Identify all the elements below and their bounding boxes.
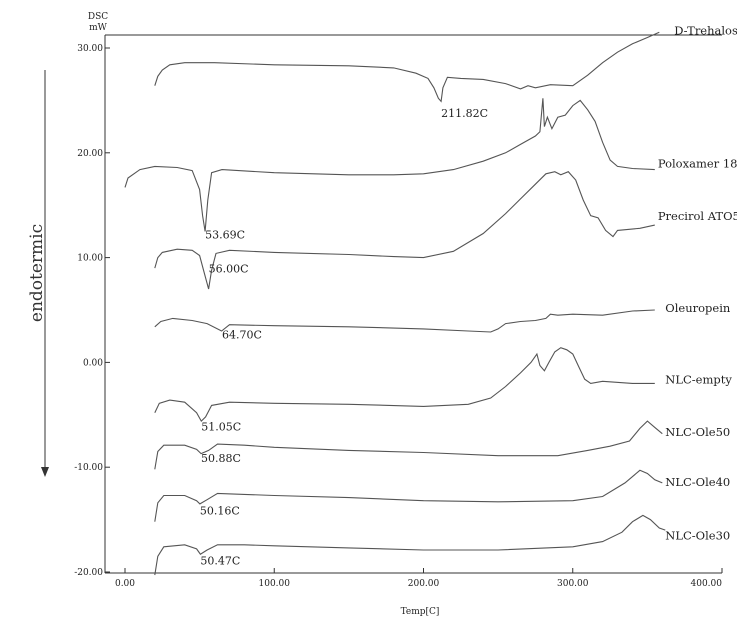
side-annotation: endotermic bbox=[27, 70, 49, 477]
series-line-nlc-ole50 bbox=[154, 420, 663, 470]
series-label-precirol-ato5: Precirol ATO5 bbox=[658, 209, 737, 223]
series-line-nlc-empty bbox=[154, 347, 655, 422]
axes bbox=[104, 34, 722, 574]
series-nlc-ole40: NLC-Ole40 50.16C bbox=[154, 469, 730, 522]
x-tick-label: 100.00 bbox=[259, 579, 291, 589]
y-tick-label: -10.00 bbox=[74, 463, 103, 473]
peak-label-oleuropein: 64.70C bbox=[222, 328, 262, 341]
series-nlc-ole50: NLC-Ole50 50.88C bbox=[154, 420, 730, 470]
peak-label-poloxamer-188: 53.69C bbox=[205, 229, 245, 242]
series-label-nlc-ole40: NLC-Ole40 bbox=[665, 475, 730, 489]
series-line-precirol-ato5 bbox=[154, 171, 655, 290]
y-tick-label: 10.00 bbox=[77, 254, 103, 264]
axis-ticks: 30.00 20.00 10.00 0.00 -10.00 -20.00 0.00 100.0… bbox=[74, 44, 723, 589]
y-tick-label: 30.00 bbox=[77, 44, 103, 54]
y-axis-title-unit: mW bbox=[89, 23, 108, 33]
side-arrow-head bbox=[41, 467, 49, 477]
series-label-nlc-ole30: NLC-Ole30 bbox=[665, 529, 730, 543]
y-axis-title: DSC mW bbox=[88, 12, 108, 33]
peak-label-nlc-ole30: 50.47C bbox=[200, 555, 240, 568]
series-oleuropein: Oleuropein 64.70C bbox=[154, 301, 731, 341]
series-poloxamer-188: Poloxamer 188 53.69C bbox=[124, 98, 737, 242]
x-tick-label: 400.00 bbox=[691, 579, 723, 589]
series-line-d-trehalose bbox=[154, 31, 660, 103]
series-label-nlc-empty: NLC-empty bbox=[665, 372, 732, 386]
peak-label-nlc-ole50: 50.88C bbox=[201, 452, 241, 465]
series-label-oleuropein: Oleuropein bbox=[665, 301, 731, 315]
x-tick-label: 300.00 bbox=[557, 579, 589, 589]
series-precirol-ato5: Precirol ATO5 56.00C bbox=[154, 171, 737, 290]
peak-label-d-trehalose: 211.82C bbox=[441, 107, 488, 120]
peak-label-nlc-ole40: 50.16C bbox=[200, 504, 240, 517]
series-line-nlc-ole40 bbox=[154, 469, 663, 522]
series-d-trehalose: D-Trehalose 211.82C bbox=[154, 23, 737, 120]
series-nlc-ole30: NLC-Ole30 50.47C bbox=[154, 514, 730, 576]
series-line-nlc-ole30 bbox=[154, 514, 666, 576]
peak-label-precirol-ato5: 56.00C bbox=[209, 262, 249, 275]
series-line-oleuropein bbox=[154, 309, 655, 333]
series-label-poloxamer-188: Poloxamer 188 bbox=[658, 156, 737, 170]
x-axis-title: Temp[C] bbox=[401, 607, 440, 617]
series-label-nlc-ole50: NLC-Ole50 bbox=[665, 425, 730, 439]
y-tick-label: 0.00 bbox=[83, 358, 103, 368]
x-tick-label: 200.00 bbox=[408, 579, 440, 589]
series-line-poloxamer-188 bbox=[124, 98, 655, 232]
side-label: endotermic bbox=[27, 224, 47, 322]
series-label-d-trehalose: D-Trehalose bbox=[674, 23, 737, 37]
y-tick-label: -20.00 bbox=[74, 568, 103, 578]
peak-label-nlc-empty: 51.05C bbox=[201, 421, 241, 434]
y-tick-label: 20.00 bbox=[77, 149, 103, 159]
series-nlc-empty: NLC-empty 51.05C bbox=[154, 347, 732, 434]
x-tick-label: 0.00 bbox=[115, 579, 135, 589]
y-axis-title-dsc: DSC bbox=[88, 12, 108, 22]
